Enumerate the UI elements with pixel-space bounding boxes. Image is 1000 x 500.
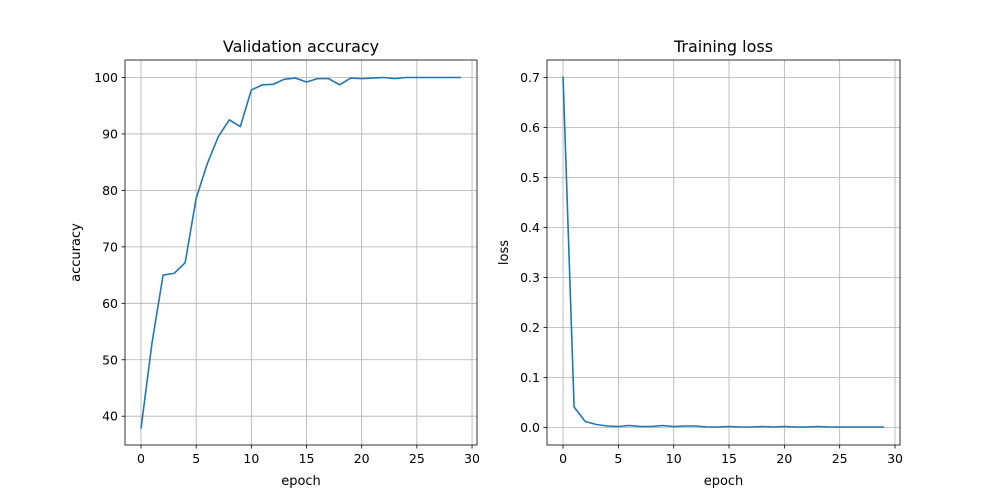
- y-tick-label: 100: [94, 70, 118, 85]
- chart-title: Validation accuracy: [223, 37, 379, 56]
- data-series: [140, 76, 461, 429]
- x-tick-label: 30: [887, 451, 903, 466]
- y-tick-label: 50: [102, 352, 118, 367]
- x-tick-label: 20: [776, 451, 792, 466]
- series-line: [140, 76, 461, 429]
- x-tick-label: 0: [559, 451, 567, 466]
- x-tick-label: 25: [832, 451, 848, 466]
- y-tick-label: 0.7: [520, 70, 540, 85]
- x-tick-label: 0: [137, 451, 145, 466]
- series-line: [562, 76, 884, 428]
- grid-lines: [547, 60, 900, 445]
- x-tick-label: 5: [192, 451, 200, 466]
- x-tick-label: 5: [614, 451, 622, 466]
- y-tick-label: 0.1: [520, 370, 540, 385]
- y-axis-label: loss: [497, 240, 512, 265]
- x-tick-label: 30: [464, 451, 480, 466]
- x-tick-label: 15: [299, 451, 315, 466]
- x-tick-label: 10: [243, 451, 259, 466]
- axis-ticks: 0 5 10 15 20 25 30 40 50 60 70 80 90 100: [94, 70, 480, 466]
- x-axis-label: epoch: [704, 474, 744, 489]
- y-tick-label: 40: [102, 409, 118, 424]
- y-tick-label: 60: [102, 296, 118, 311]
- chart-title: Training loss: [673, 37, 773, 56]
- validation-accuracy-plot: 0 5 10 15 20 25 30 40 50 60 70 80 90 100 Validation a…: [69, 37, 480, 489]
- y-tick-label: 70: [102, 239, 118, 254]
- y-tick-label: 0.3: [520, 270, 540, 285]
- y-tick-label: 0.2: [520, 320, 540, 335]
- x-axis-label: epoch: [281, 474, 321, 489]
- training-loss-plot: 0 5 10 15 20 25 30 0.0 0.1 0.2 0.3 0.4 0.5 0.6 0.7 Tra…: [497, 37, 903, 489]
- axes-frame: [546, 59, 901, 446]
- y-tick-label: 90: [102, 126, 118, 141]
- x-tick-label: 20: [354, 451, 370, 466]
- axis-ticks: 0 5 10 15 20 25 30 0.0 0.1 0.2 0.3 0.4 0.5 0.6 0.7: [520, 70, 903, 466]
- y-tick-label: 0.4: [520, 220, 540, 235]
- x-tick-label: 25: [409, 451, 425, 466]
- y-tick-label: 0.0: [520, 420, 540, 435]
- x-tick-label: 10: [666, 451, 682, 466]
- y-tick-label: 80: [102, 183, 118, 198]
- y-tick-label: 0.5: [520, 170, 540, 185]
- y-tick-label: 0.6: [520, 120, 540, 135]
- y-axis-label: accuracy: [69, 223, 84, 282]
- data-series: [562, 76, 884, 428]
- grid-lines: [125, 60, 477, 445]
- axes-frame: [124, 59, 478, 446]
- x-tick-label: 15: [721, 451, 737, 466]
